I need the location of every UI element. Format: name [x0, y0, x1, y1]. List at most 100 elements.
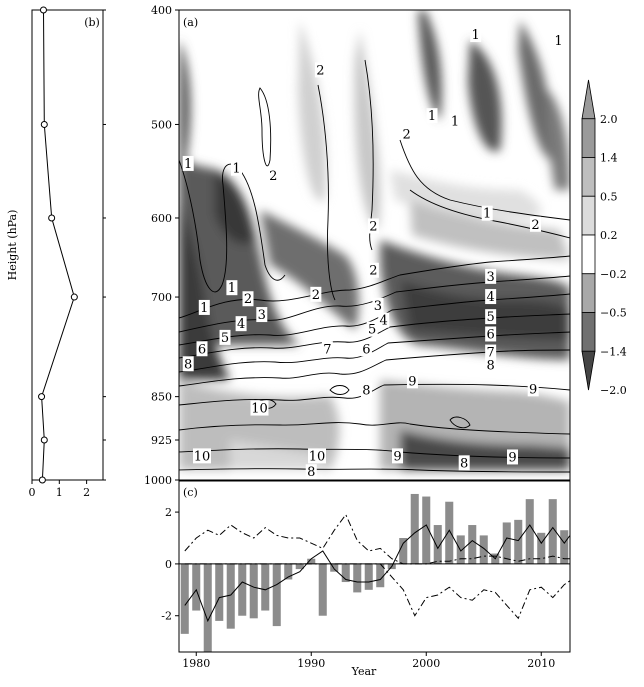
contour-label-text-36: 5 — [487, 310, 495, 325]
contour-label-25: 6 — [360, 341, 372, 357]
year-tick-label-3: 2010 — [527, 657, 555, 670]
colorbar-segment-4 — [581, 273, 596, 313]
pressure-tick-label-0: 400 — [151, 4, 172, 17]
contour-label-text-26: 7 — [323, 342, 331, 357]
panel-b-marker-1 — [40, 120, 48, 128]
bar-1979 — [180, 563, 189, 634]
panel-b-x-tick-label-2: 2 — [83, 486, 90, 499]
colorbar-top-extend — [581, 79, 596, 120]
contour-label-22: 3 — [372, 297, 384, 314]
colorbar-segment-2 — [581, 195, 596, 236]
panel-b-marker-0 — [39, 6, 47, 14]
panel-b-markers — [38, 6, 78, 484]
bar-1985 — [249, 563, 258, 619]
contour-label-2: 2 — [267, 168, 279, 184]
contour-label-text-29: 10 — [251, 402, 268, 417]
colorbar-tick-label-0: 2.0 — [600, 113, 618, 126]
contour-label-14: 2 — [242, 291, 254, 307]
panel-b-marker-3 — [70, 293, 78, 301]
bar-2005 — [479, 535, 488, 564]
contour-label-text-23: 4 — [380, 314, 388, 329]
pressure-tick-label-3: 700 — [151, 291, 172, 304]
panel-b-label: (b) — [84, 16, 100, 29]
contour-label-31: 10 — [308, 448, 326, 464]
bar-1996 — [376, 563, 385, 588]
contour-label-3: 2 — [314, 62, 326, 78]
contour-label-16: 1 — [198, 299, 210, 316]
contour-label-29: 10 — [250, 400, 269, 417]
contour-label-text-2: 2 — [269, 169, 277, 184]
bar-1982 — [215, 563, 224, 621]
contour-label-42: 9 — [507, 449, 518, 465]
contour-label-text-28: 9 — [408, 374, 416, 389]
contour-label-28: 9 — [406, 373, 418, 389]
colorbar-bottom-extend — [581, 350, 596, 391]
contour-label-text-24: 5 — [368, 323, 376, 338]
bar-2000 — [422, 496, 431, 564]
contour-label-24: 5 — [366, 321, 378, 338]
pressure-tick-label-2: 600 — [151, 212, 172, 225]
x-axis-title: Year — [351, 665, 377, 678]
year-axis-ticks: 1980 1990 2000 2010 — [182, 652, 555, 670]
pressure-tick-label-5: 925 — [151, 434, 172, 447]
contour-label-5: 1 — [426, 108, 438, 124]
bar-1993 — [341, 563, 350, 583]
bar-1984 — [238, 563, 247, 616]
colorbar-segment-5 — [581, 312, 596, 352]
panel-b-x-tick-label-0: 0 — [29, 486, 36, 499]
contour-label-9: 1 — [481, 205, 493, 222]
contour-label-text-1: 1 — [232, 162, 240, 177]
bar-2004 — [468, 525, 477, 564]
panel-a-frame — [178, 9, 571, 481]
year-tick-label-1: 1990 — [297, 657, 325, 670]
colorbar-tick-label-3: 0.2 — [600, 229, 618, 242]
year-tick-label-2: 2000 — [412, 657, 440, 670]
bar-1990 — [307, 558, 316, 564]
contour-label-12: 2 — [367, 262, 379, 279]
bar-2008 — [514, 519, 523, 564]
contour-label-text-8: 1 — [554, 34, 562, 49]
bar-1995 — [364, 563, 373, 590]
bar-1998 — [399, 538, 408, 564]
contour-label-text-30: 10 — [194, 449, 211, 464]
contour-label-text-42: 9 — [508, 450, 516, 465]
contour-label-26: 7 — [321, 341, 333, 357]
bar-2010 — [537, 532, 546, 564]
colorbar-tick-label-6: −1.4 — [600, 345, 627, 358]
contour-label-text-10: 2 — [531, 218, 539, 233]
contour-label-text-5: 1 — [428, 109, 436, 124]
contour-label-36: 5 — [485, 309, 497, 325]
contour-label-text-13: 1 — [228, 281, 236, 296]
contour-label-text-16: 1 — [200, 301, 208, 316]
bar-1992 — [330, 563, 339, 572]
bar-2013 — [572, 512, 580, 564]
contour-label-text-7: 1 — [472, 28, 480, 43]
contour-label-18: 4 — [235, 316, 247, 332]
pressure-axis-ticks: 400 500 600 700 850 925 1000 — [103, 4, 179, 487]
contour-label-text-14: 2 — [244, 292, 252, 307]
contour-label-text-38: 7 — [487, 346, 495, 361]
contour-label-6: 1 — [449, 113, 461, 129]
bar-1983 — [226, 563, 235, 629]
contour-label-34: 3 — [485, 268, 497, 285]
y-axis-title: Height (hPa) — [6, 210, 19, 281]
panel-c-y-tick-label-2: -2 — [161, 610, 172, 623]
colorbar-tick-label-1: 1.4 — [600, 152, 618, 165]
contour-label-text-40: 9 — [529, 382, 537, 397]
bar-2002 — [445, 501, 454, 564]
panel-b-profile: (b) Height (hPa) 0 1 2 — [6, 6, 104, 499]
contour-label-38: 7 — [485, 344, 497, 361]
panel-b-x-tick-label-1: 1 — [56, 486, 63, 499]
bar-2003 — [456, 535, 465, 564]
colorbar-tick-label-2: 0.5 — [600, 190, 618, 203]
contour-label-text-21: 8 — [184, 357, 192, 372]
contour-label-text-18: 4 — [237, 317, 245, 332]
contour-label-21: 8 — [182, 356, 194, 372]
bar-1988 — [284, 563, 293, 580]
contour-label-41: 8 — [458, 455, 470, 471]
shaded-anomaly-regions — [179, 10, 570, 470]
contour-label-15: 2 — [310, 286, 322, 303]
